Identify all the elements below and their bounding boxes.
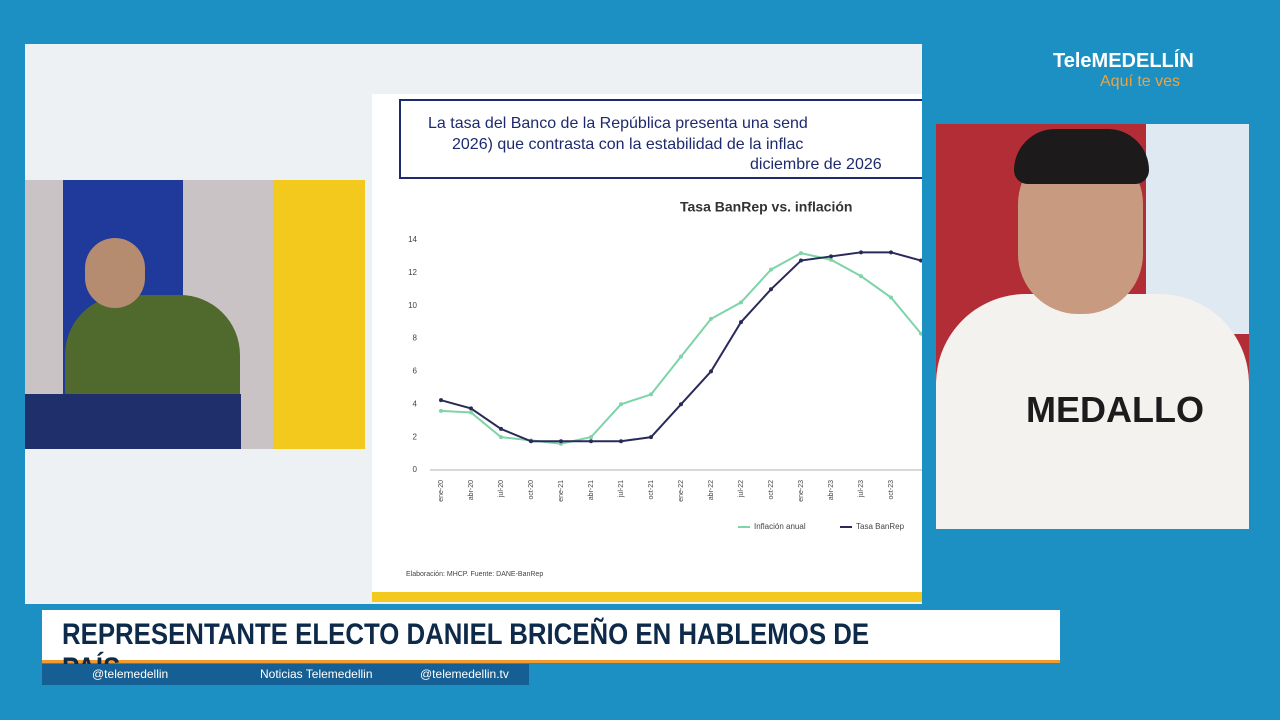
point (529, 439, 533, 444)
x-tick-label: jul-23 (858, 480, 865, 498)
point (709, 316, 713, 321)
point (469, 406, 473, 411)
header-line: La tasa del Banco de la República presen… (428, 115, 808, 132)
point (739, 300, 743, 305)
y-tick-label: 8 (413, 334, 418, 343)
y-tick-label: 6 (413, 367, 418, 376)
point (709, 369, 713, 374)
point (829, 257, 833, 262)
y-tick-label: 4 (413, 399, 418, 408)
x-tick-label: ene-21 (558, 480, 565, 502)
point (439, 408, 443, 413)
point (889, 250, 893, 255)
source: Elaboración: MHCP. Fuente: DANE-BanRep (406, 571, 543, 578)
guest-shirt (936, 294, 1249, 529)
x-tick-label: abr-22 (708, 480, 715, 500)
slide-band (372, 592, 922, 602)
point (679, 402, 683, 407)
legend-label: Tasa BanRep (856, 522, 905, 531)
point (829, 254, 833, 259)
point (619, 439, 623, 444)
point (499, 426, 503, 431)
headline-bar: REPRESENTANTE ELECTO DANIEL BRICEÑO EN H… (42, 610, 1060, 685)
point (889, 295, 893, 300)
point (589, 439, 593, 444)
x-tick-label: abr-23 (828, 480, 835, 500)
x-tick-label: jul-21 (618, 480, 625, 498)
person-head (85, 238, 145, 308)
inset-video (25, 180, 365, 449)
shirt-text: MEDALLO (1026, 389, 1204, 430)
podium (25, 394, 241, 449)
point (619, 402, 623, 407)
point (739, 320, 743, 325)
social-handle: Noticias Telemedellin (260, 667, 373, 681)
slide: La tasa del Banco de la República presen… (372, 94, 922, 602)
y-tick-label: 14 (408, 235, 417, 244)
point (679, 354, 683, 359)
point (859, 250, 863, 255)
header-line: 2026) que contrasta con la estabilidad d… (452, 136, 803, 153)
point (799, 251, 803, 256)
x-tick-label: ene-20 (438, 480, 445, 502)
header-line: diciembre de 2026 (750, 156, 882, 173)
x-tick-label: jul-20 (498, 480, 505, 498)
x-tick-label: abr-21 (588, 480, 595, 500)
x-tick-label: ene-22 (678, 480, 685, 502)
x-tick-label: oct-23 (888, 480, 895, 500)
point (859, 274, 863, 279)
point (649, 435, 653, 440)
point (799, 258, 803, 263)
x-tick-label: ene-23 (798, 480, 805, 502)
x-tick-label: abr-20 (468, 480, 475, 500)
social-bar: @telemedellin Noticias Telemedellin @tel… (42, 664, 529, 685)
y-tick-label: 10 (408, 301, 417, 310)
point (589, 435, 593, 440)
point (439, 398, 443, 403)
guest-video: MEDALLO (936, 124, 1249, 529)
point (559, 439, 563, 444)
header-box (399, 99, 922, 179)
point (499, 435, 503, 440)
x-tick-label: oct-21 (648, 480, 655, 500)
x-tick-label: jul-22 (738, 480, 745, 498)
chart-title: Tasa BanRep vs. inflación (680, 199, 852, 215)
point (649, 392, 653, 397)
legend-label: Inflación anual (754, 522, 806, 531)
y-tick-label: 2 (413, 432, 418, 441)
logo: TeleMEDELLÍN (1053, 50, 1194, 73)
plot: 0 2 4 6 8 10 12 14 ene-20 abr-20 jul-20 oct-20 ene-2… (408, 235, 922, 531)
point (469, 410, 473, 415)
logo-prefix: Tele (1053, 50, 1092, 72)
x-tick-label: oct-22 (768, 480, 775, 500)
social-handle: @telemedellin (92, 667, 169, 681)
y-tick-label: 0 (413, 465, 418, 474)
y-tick-label: 12 (408, 268, 417, 277)
logo-brand: MEDELLÍN (1091, 50, 1194, 72)
logo-tagline: Aquí te ves (1100, 73, 1181, 90)
social-handle: @telemedellin.tv (420, 667, 509, 681)
point (769, 287, 773, 292)
point (769, 267, 773, 272)
point (919, 331, 922, 336)
x-tick-label: oct-20 (528, 480, 535, 500)
guest-hair (1014, 129, 1149, 184)
point (919, 258, 922, 263)
flag-yellow (273, 180, 365, 449)
